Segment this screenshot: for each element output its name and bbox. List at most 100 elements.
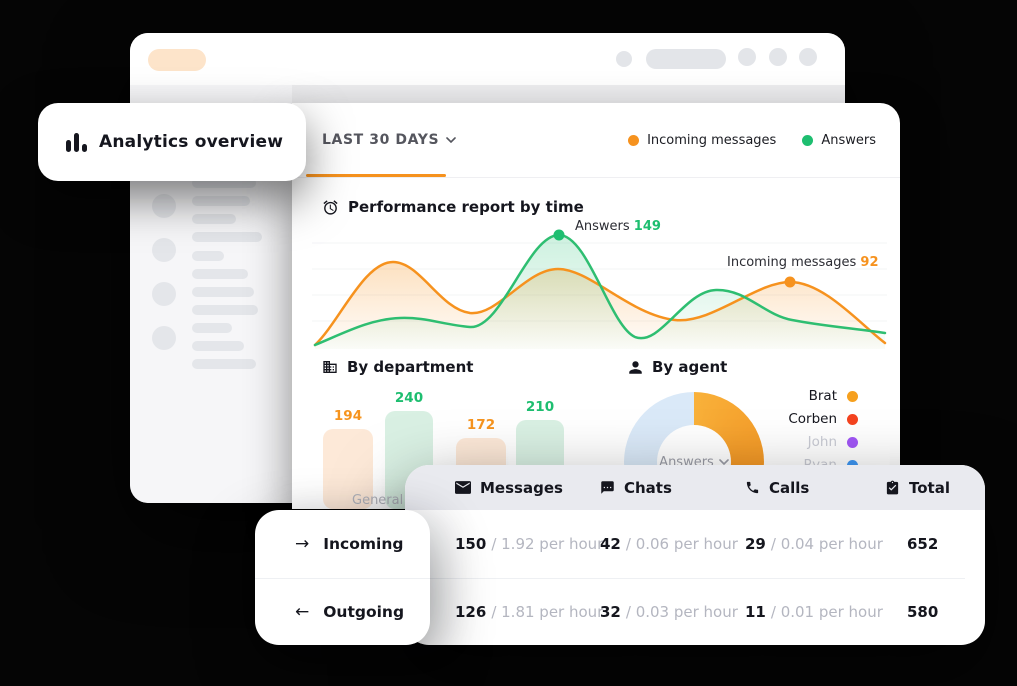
sidebar-avatar-placeholder [152,238,176,262]
placeholder-bar [192,269,248,279]
incoming-annotation: Incoming messages 92 [727,255,879,270]
arrow-right-icon: → [295,534,310,554]
bar-value: 172 [466,417,496,433]
agent-name: Corben [788,411,837,427]
column-header-calls: Calls [745,479,885,497]
bar-chart-icon [66,132,87,152]
legend-answers[interactable]: Answers [802,133,876,148]
legend-dot-orange [628,135,640,146]
bar-general-incoming[interactable]: 194 [323,408,373,509]
row-label-text: Outgoing [323,602,405,621]
incoming-point[interactable] [784,276,796,288]
cell-outgoing-chats: 32/ 0.03 per hour [600,602,738,621]
sidebar-avatar-placeholder [152,326,176,350]
stats-table-card: Messages Chats Calls Total 150/ 1.92 per… [405,465,985,645]
row-label-text: Incoming [323,535,404,553]
table-row-outgoing: 126/ 1.81 per hour 32/ 0.03 per hour 11/… [405,578,985,645]
sidebar-avatar-placeholder [152,282,176,306]
person-icon [629,360,642,374]
placeholder-bar [192,359,256,369]
section-label: By department [347,358,474,376]
cell-outgoing-calls: 11/ 0.01 per hour [745,602,883,621]
table-header-row: Messages Chats Calls Total [405,465,985,510]
building-icon [323,361,337,373]
by-agent-section-title: By agent [628,358,727,376]
clipboard-check-icon [886,480,899,495]
cell-outgoing-messages: 126/ 1.81 per hour [455,602,604,621]
column-header-chats: Chats [600,479,745,497]
column-header-messages: Messages [455,479,600,497]
agent-legend-john[interactable]: John [761,434,858,450]
performance-section-title: Performance report by time [322,198,584,216]
row-label-outgoing: ← Outgoing [295,578,404,645]
chat-bubble-icon [601,481,614,494]
legend-label: Answers [821,133,876,148]
browser-header [130,33,845,85]
tab-last-30-days[interactable]: LAST 30 DAYS [322,103,456,177]
agent-dot [847,413,858,425]
placeholder-bar [192,323,232,333]
by-department-section-title: By department [322,358,473,376]
bar-value: 210 [525,399,555,415]
placeholder-bar [192,341,244,351]
phone-icon [746,481,759,494]
annotation-value: 149 [633,219,661,234]
agent-name: John [807,434,837,450]
bar-value: 194 [333,408,363,424]
alarm-clock-icon [323,199,338,215]
annotation-value: 92 [860,255,879,270]
table-row-incoming: 150/ 1.92 per hour 42/ 0.06 per hour 29/… [405,510,985,578]
tab-label: LAST 30 DAYS [322,132,440,148]
analytics-panel: LAST 30 DAYS Incoming messages Answers P… [292,103,900,532]
cell-incoming-messages: 150/ 1.92 per hour [455,535,604,553]
bar-value: 240 [394,390,424,406]
legend-label: Incoming messages [647,133,777,148]
envelope-icon [455,481,471,494]
legend-dot-green [802,135,814,146]
row-labels-card: → Incoming ← Outgoing [255,510,430,645]
period-tab-bar: LAST 30 DAYS Incoming messages Answers [292,103,900,178]
row-divider [405,578,965,579]
placeholder-bar [192,196,250,206]
section-label: Performance report by time [348,198,584,216]
header-avatar-placeholder [799,48,817,66]
placeholder-bar [192,214,236,224]
performance-line-chart [312,229,887,349]
answers-area [315,235,885,349]
header-avatar-placeholder [738,48,756,66]
legend-incoming-messages[interactable]: Incoming messages [628,133,776,148]
column-label: Chats [624,478,672,497]
column-label: Messages [480,478,563,497]
cell-incoming-total: 652 [907,535,939,553]
agent-legend-brat[interactable]: Brat [761,388,858,404]
annotation-label: Answers [575,219,630,234]
cell-incoming-calls: 29/ 0.04 per hour [745,535,883,553]
department-group-label: General [352,493,404,508]
agent-dot [847,436,858,448]
chevron-down-icon [719,459,729,465]
placeholder-bar [192,232,262,242]
bar-rect [323,429,373,509]
placeholder-bar [192,287,254,297]
agent-name: Brat [808,388,837,404]
header-icon-placeholder [616,51,632,67]
active-tab-underline [306,173,446,177]
chart-legend: Incoming messages Answers [628,103,876,178]
cell-incoming-chats: 42/ 0.06 per hour [600,535,738,553]
header-avatar-placeholder [769,48,787,66]
logo-placeholder [148,49,206,71]
placeholder-bar [192,178,256,188]
placeholder-bar [192,251,224,261]
column-label: Calls [769,478,810,497]
cell-outgoing-total: 580 [907,602,939,621]
header-pill-placeholder [646,49,726,69]
agent-legend-corben[interactable]: Corben [761,411,858,427]
page-title: Analytics overview [99,132,284,152]
analytics-title-card: Analytics overview [38,103,306,181]
column-header-total: Total [885,479,985,497]
row-label-incoming: → Incoming [295,510,403,578]
row-divider [255,578,430,579]
answers-point[interactable] [553,229,565,241]
arrow-left-icon: ← [295,601,310,622]
